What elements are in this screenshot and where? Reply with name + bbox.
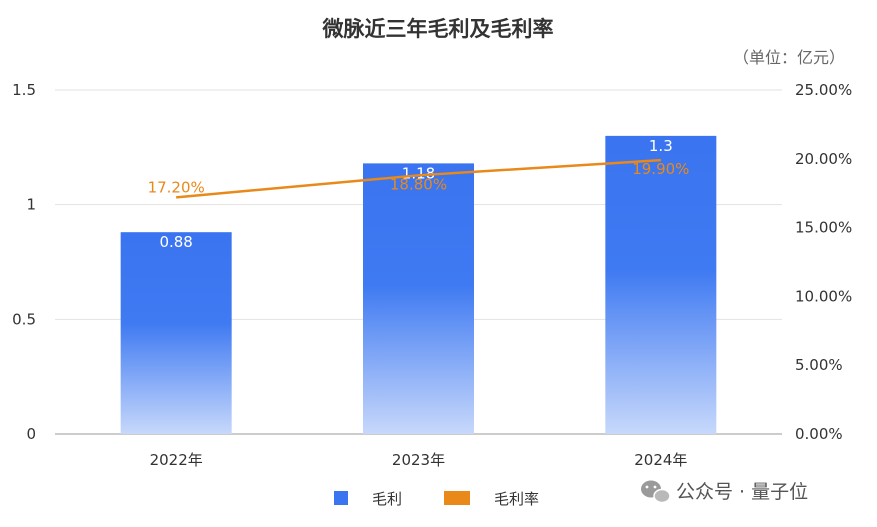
bar-value-label: 1.3: [649, 137, 673, 155]
left-tick-label: 0: [26, 425, 36, 443]
gross-margin-line: [176, 158, 661, 199]
right-tick-label: 20.00%: [795, 150, 852, 168]
line-value-label: 19.90%: [632, 160, 689, 178]
watermark-text: 公众号 · 量子位: [676, 481, 808, 503]
category-label: 2023年: [392, 451, 445, 469]
unit-note: （单位：亿元）: [733, 48, 845, 67]
bar-value-label: 0.88: [159, 233, 192, 251]
right-tick-label: 5.00%: [795, 356, 843, 374]
left-tick-label: 1.5: [12, 81, 36, 99]
bar-gross-profit: [605, 135, 717, 434]
legend-swatch-gross-margin: [444, 491, 470, 505]
right-tick-label: 15.00%: [795, 219, 852, 237]
line-series: [176, 158, 661, 199]
chart-title: 微脉近三年毛利及毛利率: [322, 17, 554, 41]
bar-labels: 0.88 1.18 1.3: [159, 137, 672, 251]
right-tick-label: 0.00%: [795, 425, 843, 443]
right-tick-label: 25.00%: [795, 81, 852, 99]
legend-label-gross-margin: 毛利率: [494, 490, 539, 508]
category-label: 2022年: [150, 451, 203, 469]
line-value-label: 18.80%: [390, 175, 447, 193]
line-labels: 17.20% 18.80% 19.90%: [148, 160, 690, 196]
legend-swatch-gross-profit: [334, 491, 348, 505]
bar-gross-profit: [120, 232, 232, 434]
legend-label-gross-profit: 毛利: [372, 490, 402, 508]
line-value-label: 17.20%: [148, 178, 205, 196]
watermark: 公众号 · 量子位: [641, 480, 808, 504]
category-labels: 2022年 2023年 2024年: [150, 451, 688, 469]
wechat-icon: [641, 480, 671, 504]
left-tick-label: 0.5: [12, 310, 36, 328]
left-axis-ticks: 0 0.5 1 1.5: [12, 81, 36, 443]
category-label: 2024年: [634, 451, 687, 469]
right-tick-label: 10.00%: [795, 287, 852, 305]
bar-value-label: 1.18: [402, 164, 435, 182]
right-axis-ticks: 0.00% 5.00% 10.00% 15.00% 20.00% 25.00%: [795, 81, 852, 443]
left-tick-label: 1: [26, 196, 36, 214]
legend: 毛利 毛利率: [334, 490, 539, 508]
bar-series: [120, 135, 717, 435]
bar-gross-profit: [363, 163, 474, 435]
